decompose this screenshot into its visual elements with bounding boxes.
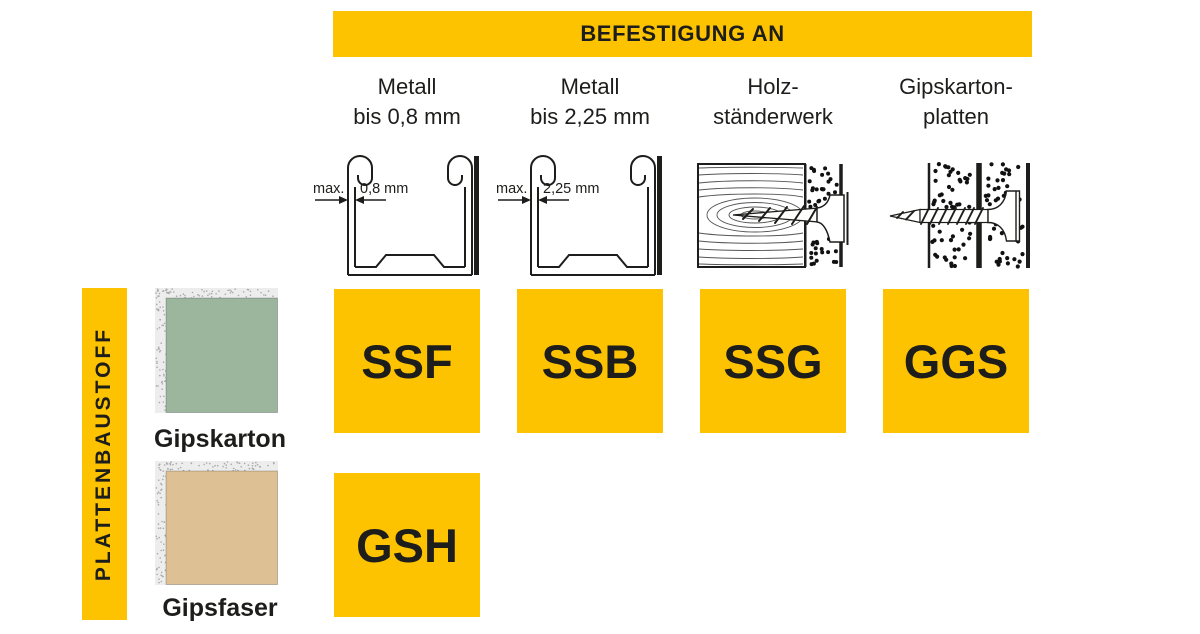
cell-ssg: SSG — [700, 289, 846, 433]
panel-face — [165, 470, 278, 585]
screw-head-funnel — [987, 190, 1021, 242]
profile-inner-walls — [354, 187, 466, 267]
material-label-gipsfaser: Gipsfaser — [162, 594, 278, 622]
arrow-left-icon — [538, 196, 547, 204]
header-title: BEFESTIGUNG AN — [580, 21, 785, 46]
gipskarton-swatch — [155, 288, 278, 413]
column-label-holz: Holz- ständerwerk — [713, 74, 833, 129]
arrow-left-icon — [355, 196, 364, 204]
dimension-label: 2,25 mm — [543, 181, 599, 197]
sidebar-plattenbaustoff: PLATTENBAUSTOFF — [82, 288, 127, 620]
dimension-label: 0,8 mm — [360, 181, 408, 197]
column-label-metall-225: Metall bis 2,25 mm — [530, 74, 650, 129]
cell-gsh: GSH — [334, 473, 480, 617]
profile-bottom-groove — [355, 254, 465, 268]
profile-left-wall — [530, 155, 556, 275]
cell-ggs: GGS — [883, 289, 1029, 433]
gipsfaser-swatch — [155, 461, 278, 585]
column-label-gipskartonplatten: Gipskarton- platten — [899, 74, 1013, 129]
wood-grain — [698, 166, 804, 266]
profile-right-wall — [447, 155, 473, 275]
screw-icon — [889, 190, 1021, 242]
cell-ssb: SSB — [517, 289, 663, 433]
plasterboard-screw-drawing — [889, 162, 1030, 269]
max-label: max. — [496, 181, 527, 197]
header-band: BEFESTIGUNG AN — [333, 11, 1032, 57]
profile-left-wall — [347, 155, 373, 275]
cell-ssf: SSF — [334, 289, 480, 433]
material-label-gipskarton: Gipskarton — [154, 425, 286, 453]
screw-icon — [732, 192, 849, 245]
screw-head-funnel — [816, 194, 845, 243]
wood-stud-screw-drawing — [697, 163, 849, 268]
arrow-right-icon — [339, 196, 348, 204]
gypsum-dots-2 — [982, 162, 1025, 269]
panel-face — [165, 297, 278, 413]
profile-bottom-groove — [538, 254, 648, 268]
column-label-metall-08: Metall bis 0,8 mm — [353, 74, 461, 129]
max-label: max. — [313, 181, 344, 197]
profile-inner-walls — [537, 187, 649, 267]
arrow-right-icon — [522, 196, 531, 204]
metal-profile-drawing-08: max. 0,8 mm — [313, 155, 479, 276]
metal-profile-drawing-225: max. 2,25 mm — [496, 155, 662, 276]
sidebar-label: PLATTENBAUSTOFF — [92, 326, 116, 582]
profile-right-wall — [630, 155, 656, 275]
